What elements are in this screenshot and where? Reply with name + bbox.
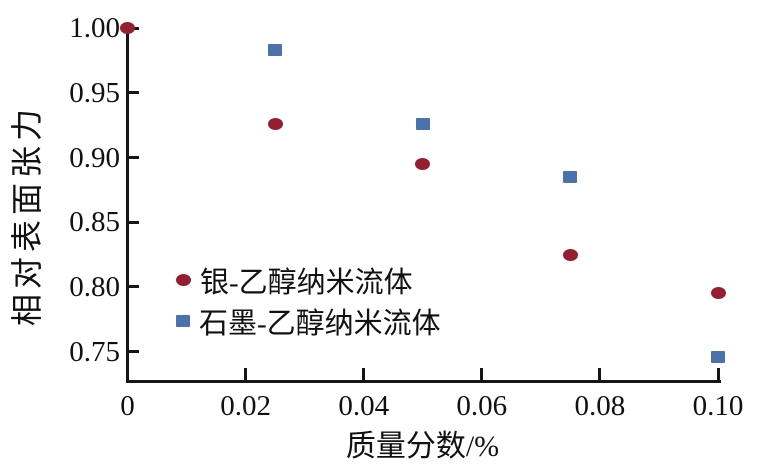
x-tick-label: 0.02 xyxy=(220,390,271,422)
x-axis-line xyxy=(126,380,721,383)
x-tick-mark xyxy=(480,368,484,380)
y-tick-label: 0.95 xyxy=(69,76,120,109)
x-tick-label: 0.06 xyxy=(456,390,508,422)
x-tick-mark xyxy=(126,368,129,380)
x-tick-label: 0.04 xyxy=(338,390,390,422)
data-point-silver-ethanol xyxy=(267,117,283,130)
data-point-silver-ethanol xyxy=(415,158,431,171)
legend-marker-circle-icon xyxy=(176,273,191,286)
y-tick-label: 0.85 xyxy=(69,206,120,239)
y-tick-label: 1.00 xyxy=(69,12,120,45)
legend-item: 石墨-乙醇纳米流体 xyxy=(176,301,441,340)
x-tick-label: 0 xyxy=(120,390,135,422)
data-point-graphite-ethanol xyxy=(563,170,578,183)
legend-item: 银-乙醇纳米流体 xyxy=(176,260,441,299)
data-point-silver-ethanol xyxy=(562,248,578,261)
data-point-graphite-ethanol xyxy=(415,117,430,130)
data-point-silver-ethanol xyxy=(710,287,726,300)
y-tick-mark xyxy=(129,285,139,289)
data-point-graphite-ethanol xyxy=(268,44,283,57)
x-tick-mark xyxy=(244,368,248,380)
x-tick-mark xyxy=(716,368,720,380)
data-point-silver-ethanol xyxy=(120,22,135,35)
x-axis-title: 质量分数/% xyxy=(345,430,500,463)
y-tick-label: 0.75 xyxy=(69,335,120,368)
y-tick-mark xyxy=(129,220,139,224)
y-tick-mark xyxy=(129,350,139,354)
y-tick-label: 0.80 xyxy=(69,270,120,303)
y-tick-label: 0.90 xyxy=(69,141,120,174)
x-tick-mark xyxy=(598,368,602,380)
x-tick-label: 0.10 xyxy=(692,390,744,422)
x-tick-mark xyxy=(362,368,366,380)
y-tick-mark xyxy=(129,91,139,95)
legend-item-label: 银-乙醇纳米流体 xyxy=(200,266,413,299)
legend: 银-乙醇纳米流体 石墨-乙醇纳米流体 xyxy=(176,260,441,340)
y-tick-mark xyxy=(129,156,139,160)
x-tick-label: 0.08 xyxy=(574,390,626,422)
legend-item-label: 石墨-乙醇纳米流体 xyxy=(199,307,441,340)
data-point-graphite-ethanol xyxy=(711,350,725,363)
y-axis-line xyxy=(126,27,129,383)
legend-marker-square-icon xyxy=(176,314,190,327)
